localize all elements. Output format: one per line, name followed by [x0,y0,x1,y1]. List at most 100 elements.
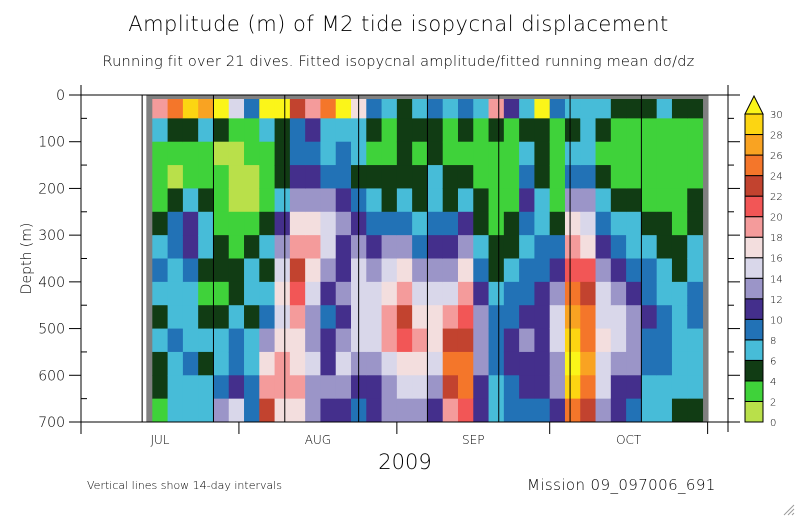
heatmap-cell [580,141,597,166]
resize-grip-icon[interactable] [781,502,795,516]
heatmap-cell [687,99,704,119]
heatmap-cell [320,99,337,119]
heatmap-cell [534,398,551,423]
x-tick-label: SEP [462,433,484,447]
heatmap-cell [519,305,535,330]
heatmap-cell [580,258,597,283]
heatmap-cell [427,165,444,189]
heatmap-cell [626,375,642,400]
heatmap-cell [289,99,306,119]
heatmap-cell [167,235,184,259]
heatmap-cell [320,141,337,166]
heatmap-cell [564,305,581,330]
heatmap-cell [610,235,627,259]
chart-title: Amplitude (m) of M2 tide isopycnal displ… [128,12,669,36]
heatmap-cell [595,351,612,376]
heatmap-cell [519,188,535,213]
heatmap-cell [457,375,474,400]
heatmap-cell [595,99,612,119]
heatmap-cell [305,165,321,189]
heatmap-cell [228,351,245,376]
heatmap-cell [442,281,459,306]
heatmap-cell [228,118,245,143]
heatmap-cell [488,211,505,236]
heatmap-cell [626,118,642,143]
heatmap-cell [457,118,474,143]
heatmap-cell [687,351,704,376]
heatmap-cell [198,211,214,236]
heatmap-cell [626,235,642,259]
heatmap-cell [305,351,321,376]
heatmap-cell [519,375,535,400]
heatmap-cell [641,328,658,353]
heatmap-cell [366,375,383,400]
heatmap-cell [198,375,214,400]
heatmap-cell [427,351,444,376]
heatmap-cell [259,188,276,213]
heatmap-cell [580,99,597,119]
heatmap-cell [519,351,535,376]
heatmap-cell [274,398,291,423]
heatmap-cell [274,305,291,330]
heatmap-cell [412,188,428,213]
heatmap-cell [442,328,459,353]
heatmap-cell [274,165,291,189]
heatmap-cell [626,398,642,423]
heatmap-cell [427,328,444,353]
colorbar-swatch [744,236,764,259]
x-tick-label: AUG [305,433,331,447]
heatmap-cell [152,165,169,189]
heatmap-cell [687,375,704,400]
heatmap-cell [412,305,428,330]
heatmap-cell [305,188,321,213]
heatmap-cell [671,118,688,143]
heatmap-cell [564,351,581,376]
heatmap-cell [442,398,459,423]
heatmap-cell [473,188,490,213]
heatmap-cell [228,328,245,353]
heatmap-cell [488,141,505,166]
heatmap-cell [610,258,627,283]
heatmap-cell [534,351,551,376]
heatmap-cell [580,165,597,189]
heatmap-cell [549,305,566,330]
heatmap-cell [457,351,474,376]
heatmap-cell [259,328,276,353]
heatmap-cell [152,281,169,306]
heatmap-cell [213,211,230,236]
heatmap-cell [595,375,612,400]
heatmap-cell [534,305,551,330]
heatmap-cell [244,211,260,236]
heatmap-cell [687,118,704,143]
heatmap-cell [503,258,520,283]
heatmap-cell [671,258,688,283]
heatmap-cell [412,211,428,236]
heatmap-cell [412,235,428,259]
heatmap-cell [671,328,688,353]
heatmap-cell [244,188,260,213]
heatmap-cell [641,375,658,400]
heatmap-cell [442,188,459,213]
heatmap-cell [412,99,428,119]
colorbar-swatch [744,380,764,402]
colorbar-label: 26 [770,151,783,162]
heatmap-cell [305,118,321,143]
heatmap-cell [259,305,276,330]
heatmap-cell [259,118,276,143]
heatmap-cell [289,258,306,283]
heatmap-cell [335,351,352,376]
heatmap-cell [396,305,413,330]
heatmap-cell [427,281,444,306]
heatmap-cell [320,211,337,236]
colorbar-label: 20 [770,213,783,224]
heatmap-cell [549,188,566,213]
heatmap-cell [381,375,398,400]
colorbar-label: 8 [770,336,776,347]
heatmap-cell [534,258,551,283]
heatmap-cell [182,375,199,400]
heatmap-cell [427,99,444,119]
heatmap-cell [182,165,199,189]
heatmap-cell [549,398,566,423]
colorbar-label: 12 [770,295,783,306]
